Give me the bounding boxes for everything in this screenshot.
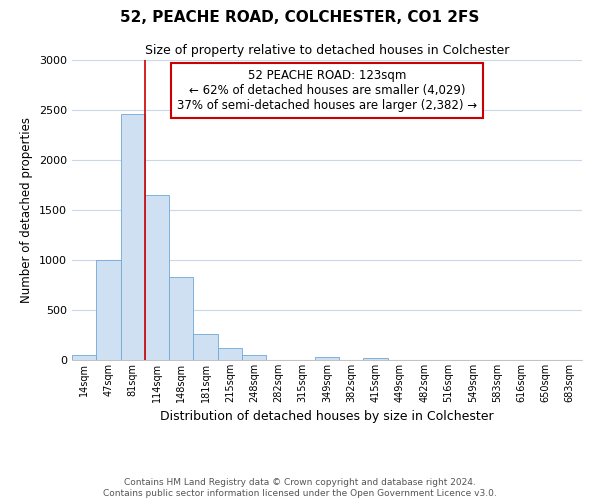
Bar — [121, 114, 145, 360]
Text: Contains HM Land Registry data © Crown copyright and database right 2024.
Contai: Contains HM Land Registry data © Crown c… — [103, 478, 497, 498]
Bar — [96, 260, 121, 360]
Bar — [242, 355, 266, 360]
X-axis label: Distribution of detached houses by size in Colchester: Distribution of detached houses by size … — [160, 410, 494, 424]
Bar — [145, 195, 169, 360]
Bar — [72, 354, 96, 360]
Bar — [364, 358, 388, 360]
Y-axis label: Number of detached properties: Number of detached properties — [20, 117, 34, 303]
Text: 52, PEACHE ROAD, COLCHESTER, CO1 2FS: 52, PEACHE ROAD, COLCHESTER, CO1 2FS — [121, 10, 479, 25]
Bar — [193, 334, 218, 360]
Text: 52 PEACHE ROAD: 123sqm
← 62% of detached houses are smaller (4,029)
37% of semi-: 52 PEACHE ROAD: 123sqm ← 62% of detached… — [177, 69, 477, 112]
Title: Size of property relative to detached houses in Colchester: Size of property relative to detached ho… — [145, 44, 509, 58]
Bar — [169, 277, 193, 360]
Bar — [315, 356, 339, 360]
Bar — [218, 348, 242, 360]
